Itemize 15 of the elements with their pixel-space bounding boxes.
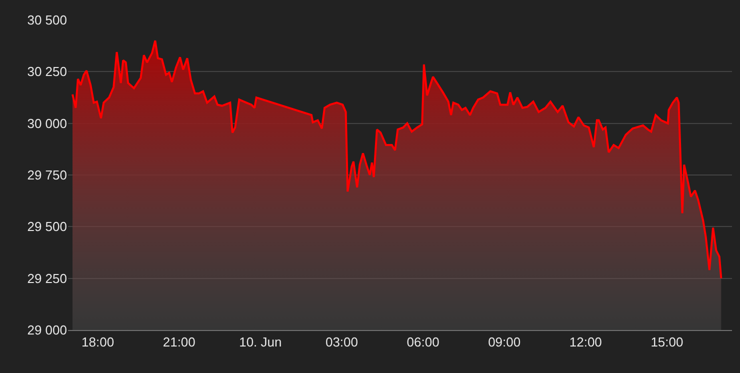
y-tick-label: 29 250 bbox=[27, 270, 67, 286]
y-tick-label: 30 500 bbox=[27, 12, 67, 28]
x-tick-label: 18:00 bbox=[82, 334, 114, 350]
x-tick-label: 03:00 bbox=[325, 334, 358, 350]
x-tick-label: 09:00 bbox=[488, 334, 521, 350]
y-tick-label: 30 000 bbox=[27, 116, 67, 131]
x-tick-label: 12:00 bbox=[569, 334, 602, 350]
x-tick-label: 10. Jun bbox=[239, 334, 282, 350]
x-tick-label: 06:00 bbox=[406, 334, 440, 350]
y-tick-label: 29 750 bbox=[27, 168, 67, 183]
x-tick-label: 21:00 bbox=[162, 334, 196, 350]
y-tick-label: 30 250 bbox=[27, 64, 67, 80]
y-tick-label: 29 500 bbox=[27, 219, 67, 234]
y-tick-label: 29 000 bbox=[27, 322, 67, 338]
x-tick-label: 15:00 bbox=[650, 334, 684, 350]
